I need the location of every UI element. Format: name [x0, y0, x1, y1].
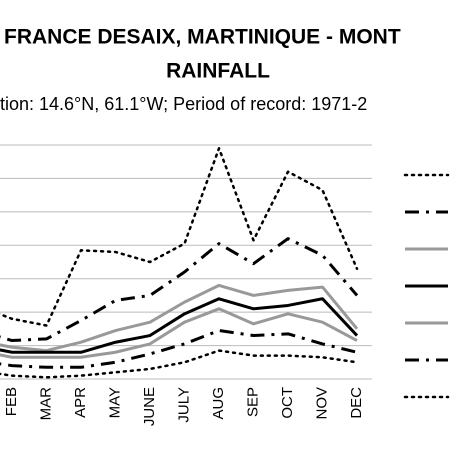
series-line	[0, 283, 359, 353]
x-tick-label: OCT	[279, 387, 296, 419]
series-line	[0, 297, 359, 354]
x-tick-label: NOV	[313, 387, 330, 420]
x-tick-label: DEC	[348, 387, 365, 419]
x-tick-label: JUNE	[141, 387, 158, 426]
series-line	[0, 307, 358, 359]
series-line	[0, 237, 359, 343]
x-tick-label: MAR	[37, 387, 54, 421]
x-tick-label: JULY	[175, 387, 192, 423]
chart-title-line2: RAINFALL	[166, 60, 270, 83]
x-tick-label: AUG	[210, 387, 227, 420]
chart-title: FRANCE DESAIX, MARTINIQUE - MONT	[4, 26, 401, 49]
series-line	[0, 147, 359, 327]
x-tick-label: MAY	[106, 387, 123, 418]
x-tick-label: SEP	[244, 387, 261, 417]
x-tick-label: FEB	[3, 387, 20, 416]
series-line	[0, 349, 359, 379]
series-line	[0, 329, 358, 369]
x-tick-label: APR	[72, 387, 89, 418]
chart-subtitle: tion: 14.6°N, 61.1°W; Period of record: …	[0, 94, 367, 114]
